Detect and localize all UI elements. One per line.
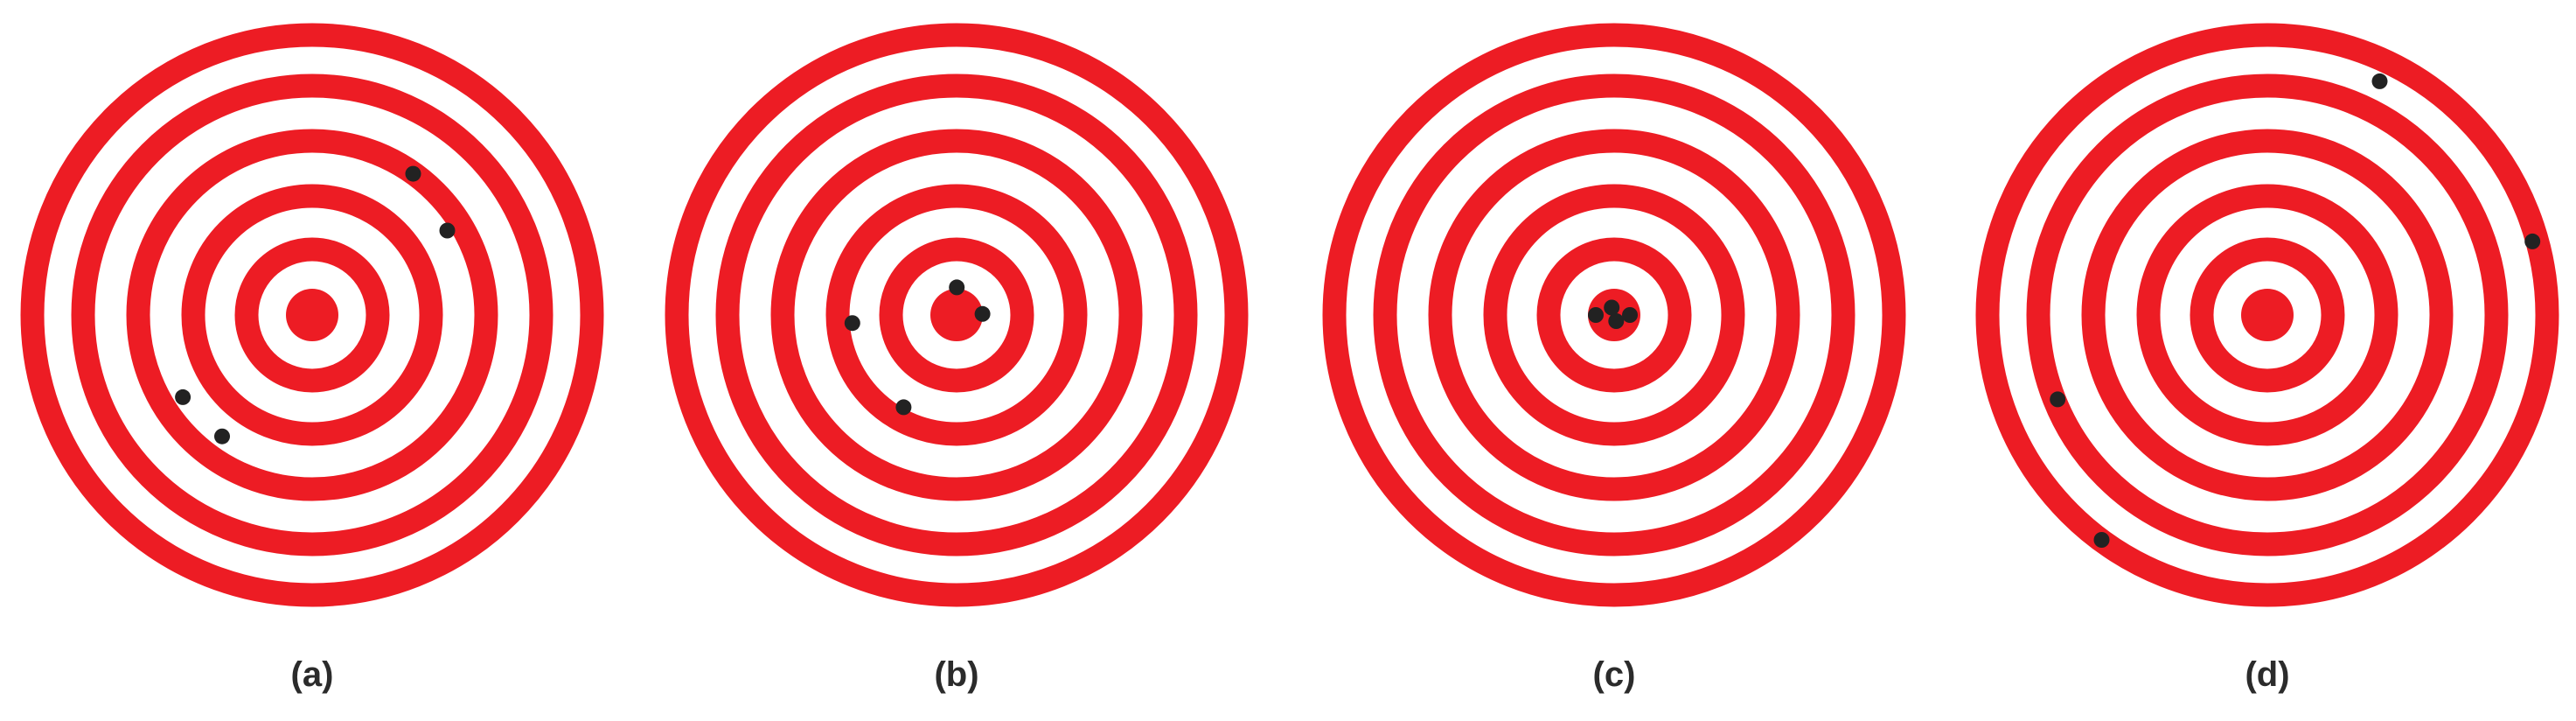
target-rings	[1322, 23, 1906, 607]
hit-mark-1	[2371, 73, 2388, 89]
target-ring-2	[71, 74, 553, 556]
target-ring-1	[20, 23, 604, 607]
target-ring-5	[879, 237, 1034, 393]
target-ring-5	[2190, 237, 2345, 393]
target-ring-1	[665, 23, 1249, 607]
hit-mark-2	[974, 305, 991, 322]
hit-mark-2	[1622, 307, 1638, 323]
panel-label-b: (b)	[934, 655, 978, 694]
hit-mark-3	[2050, 391, 2066, 408]
hit-mark-3	[1608, 313, 1625, 329]
target-hits	[2050, 73, 2541, 548]
target-b: (b)	[665, 23, 1249, 694]
hit-mark-3	[844, 315, 860, 332]
target-ring-1	[1322, 23, 1906, 607]
bullseye	[286, 289, 338, 341]
target-hits	[1588, 299, 1638, 329]
target-ring-4	[825, 184, 1088, 446]
target-ring-2	[1373, 74, 1855, 556]
target-ring-5	[234, 237, 390, 393]
hit-mark-4	[2093, 532, 2110, 548]
panel-label-a: (a)	[291, 655, 334, 694]
bullseye	[2241, 289, 2294, 341]
target-ring-4	[181, 184, 443, 446]
target-hits	[175, 165, 456, 444]
hit-mark-1	[949, 279, 965, 296]
target-ring-5	[1536, 237, 1692, 393]
target-ring-3	[770, 129, 1143, 501]
hit-mark-4	[895, 399, 912, 416]
target-rings	[665, 23, 1249, 607]
target-ring-4	[2136, 184, 2398, 446]
target-hits	[844, 279, 991, 416]
hit-mark-4	[214, 428, 230, 444]
target-ring-3	[2081, 129, 2454, 501]
hit-mark-2	[2524, 233, 2541, 249]
hit-mark-2	[439, 222, 456, 239]
target-a: (a)	[20, 23, 604, 694]
hit-mark-1	[405, 165, 421, 182]
target-rings	[1975, 23, 2559, 607]
target-ring-2	[715, 74, 1198, 556]
bullseye	[930, 289, 983, 341]
panel-label-c: (c)	[1593, 655, 1636, 694]
target-ring-3	[1428, 129, 1800, 501]
target-ring-2	[2026, 74, 2509, 556]
panel-label-d: (d)	[2245, 655, 2289, 694]
target-rings	[20, 23, 604, 607]
target-c: (c)	[1322, 23, 1906, 694]
hit-mark-3	[175, 388, 191, 405]
hit-mark-4	[1588, 307, 1604, 323]
hit-mark-1	[1604, 299, 1620, 316]
target-ring-3	[126, 129, 498, 501]
target-ring-4	[1483, 184, 1745, 446]
target-d: (d)	[1975, 23, 2559, 694]
target-ring-1	[1975, 23, 2559, 607]
